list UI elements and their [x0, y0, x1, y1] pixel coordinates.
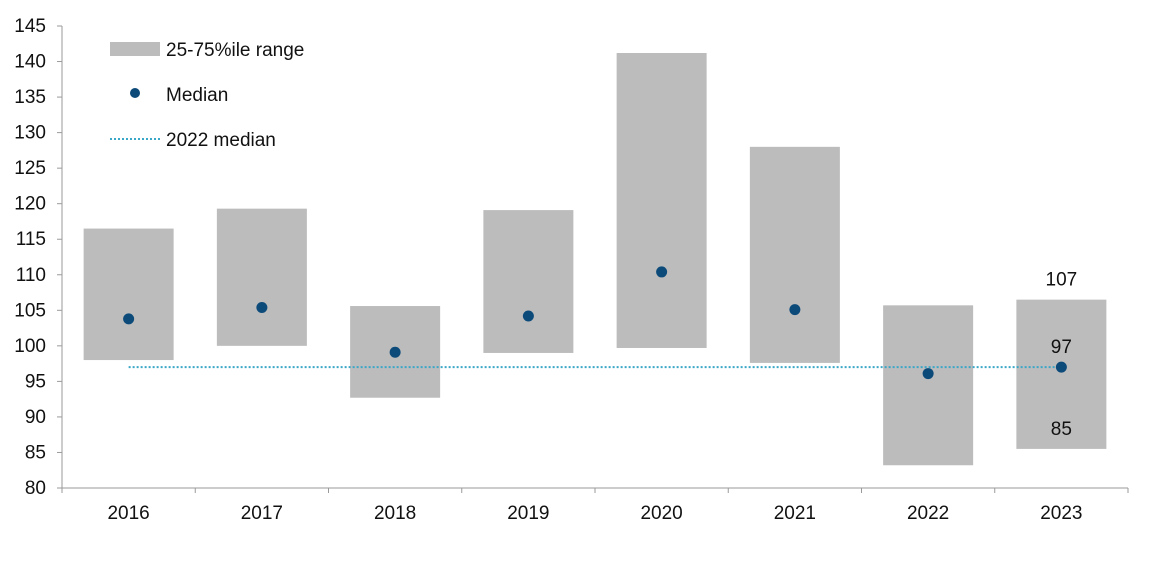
range-bar-2019: [483, 210, 574, 353]
y-tick-label: 100: [14, 336, 46, 357]
median-point-2021: [789, 304, 801, 316]
median-point-2018: [389, 346, 401, 358]
legend-median-label: Median: [166, 85, 228, 106]
y-tick-label: 105: [14, 300, 46, 321]
range-bar-2020: [616, 53, 707, 348]
legend-range-label: 25-75%ile range: [166, 40, 304, 61]
y-tick-label: 110: [16, 265, 46, 286]
y-tick-label: 115: [16, 229, 46, 250]
data-label: 97: [1051, 337, 1072, 358]
x-tick-label: 2021: [774, 503, 816, 524]
y-tick-label: 80: [25, 478, 46, 499]
y-tick-label: 95: [25, 371, 46, 392]
y-tick-label: 120: [14, 194, 46, 215]
y-tick-label: 85: [25, 442, 46, 463]
y-tick-label: 135: [14, 87, 46, 108]
range-bar-2017: [216, 208, 307, 346]
x-tick-label: 2020: [640, 503, 682, 524]
range-bars: [83, 53, 1107, 466]
x-tick-label: 2018: [374, 503, 416, 524]
y-axis: 80 85 90 95 100 105 110 115 120 125 130 135 140 145: [14, 16, 63, 499]
range-bar-2023: [1016, 299, 1107, 449]
x-tick-label: 2023: [1040, 503, 1082, 524]
legend-median-marker: [130, 88, 140, 98]
legend-reference-label: 2022 median: [166, 130, 276, 151]
x-tick-label: 2022: [907, 503, 949, 524]
legend-range-swatch: [110, 42, 160, 56]
median-point-2020: [656, 266, 668, 278]
x-tick-label: 2016: [107, 503, 149, 524]
x-axis: 2016 2017 2018 2019 2020 2021 2022 2023: [61, 487, 1129, 524]
y-tick-label: 145: [14, 16, 46, 37]
median-point-2016: [123, 313, 135, 325]
range-bar-2021: [749, 146, 840, 363]
y-tick-label: 90: [25, 407, 46, 428]
legend: 25-75%ile range Median 2022 median: [110, 40, 304, 151]
range-bar-2022: [883, 305, 974, 466]
median-point-2019: [522, 310, 534, 322]
data-label: 107: [1046, 270, 1078, 291]
data-labels: 107 97 85: [1046, 270, 1078, 440]
median-points: [123, 266, 1067, 380]
y-tick-label: 140: [14, 52, 46, 73]
median-point-2023: [1055, 361, 1067, 373]
range-bar-2016: [83, 228, 174, 361]
x-tick-label: 2019: [507, 503, 549, 524]
y-tick-label: 130: [14, 123, 46, 144]
y-tick-label: 125: [14, 158, 46, 179]
median-point-2017: [256, 301, 268, 313]
x-tick-label: 2017: [241, 503, 283, 524]
data-label: 85: [1051, 419, 1072, 440]
median-point-2022: [922, 368, 934, 380]
